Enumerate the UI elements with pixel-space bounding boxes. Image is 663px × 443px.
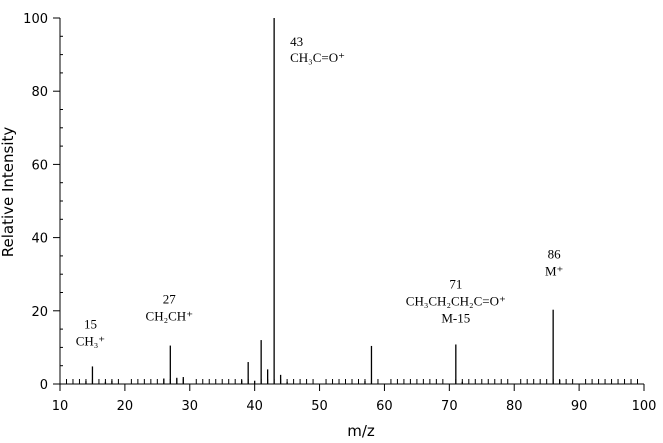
peak-annotation-label: 27 [163,292,177,307]
peak-annotation-label: CH₃C=O⁺ [290,50,345,65]
y-tick-label: 0 [40,378,48,393]
peak-annotation-label: 43 [290,34,303,49]
y-tick-label: 80 [31,85,48,100]
axes [59,18,644,385]
x-tick-label: 90 [571,399,588,414]
x-tick-label: 50 [311,399,328,414]
x-tick-label: 20 [117,399,134,414]
x-tick-label: 70 [441,399,458,414]
peak-annotation-label: 71 [449,276,462,291]
x-tick-label: 60 [376,399,393,414]
peak-annotation-label: M-15 [441,310,470,325]
y-axis-title: Relative Intensity [0,127,17,258]
y-tick-label: 20 [31,305,48,320]
y-tick-label: 40 [31,232,48,247]
minor-ticks [60,35,639,384]
peak-annotation-label: CH₂CH⁺ [146,309,194,324]
x-axis-title: m/z [347,422,375,440]
peak-annotation-label: 86 [548,247,562,262]
x-tick-label: 40 [246,399,263,414]
y-tick-label: 60 [31,158,48,173]
y-tick-labels: 0 20 40 60 80 100 [23,12,48,393]
y-tick-label: 100 [23,12,48,27]
x-tick-labels: 10 20 30 40 50 60 70 80 90 100 [52,399,657,414]
peak-annotation-label: CH₃⁺ [76,333,105,348]
x-tick-label: 80 [506,399,523,414]
peak-annotation-label: M⁺ [545,264,563,279]
x-tick-label: 30 [182,399,199,414]
x-tick-label: 10 [52,399,69,414]
peak-annotation-label: CH₃CH₂CH₂C=O⁺ [406,293,506,308]
major-ticks [53,17,645,391]
peak-annotation-label: 15 [84,316,97,331]
x-tick-label: 100 [632,399,657,414]
peak-bars [85,18,561,384]
